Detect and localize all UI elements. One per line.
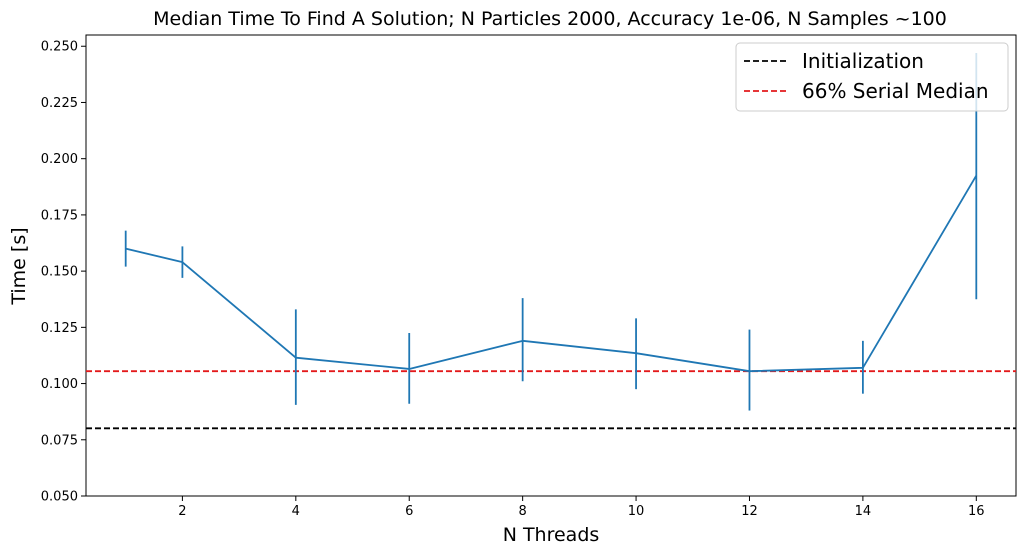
x-tick-label: 6 — [405, 504, 413, 519]
x-axis: 2 4 6 8 10 12 14 16 — [178, 496, 985, 519]
y-axis: 0.050 0.075 0.100 0.125 0.150 0.175 0.200 0.225… — [41, 40, 86, 505]
y-tick-label: 0.225 — [41, 96, 78, 111]
y-tick-label: 0.100 — [41, 377, 78, 392]
legend: Initialization 66% Serial Median — [735, 42, 1009, 112]
chart-title: Median Time To Find A Solution; N Partic… — [153, 8, 947, 30]
plot-area — [85, 34, 1017, 497]
series-line — [125, 175, 978, 373]
x-tick-label: 14 — [855, 504, 872, 519]
reference-lines — [86, 370, 1016, 430]
y-tick-label: 0.175 — [41, 208, 78, 223]
legend-label-serial-median: 66% Serial Median — [802, 79, 989, 103]
x-tick-label: 2 — [178, 504, 186, 519]
x-axis-label: N Threads — [503, 524, 600, 546]
legend-label-initialization: Initialization — [802, 49, 924, 73]
y-tick-label: 0.150 — [41, 265, 78, 280]
x-tick-label: 16 — [968, 504, 985, 519]
y-tick-label: 0.125 — [41, 321, 78, 336]
x-tick-label: 12 — [741, 504, 758, 519]
series-layer — [124, 52, 978, 411]
y-axis-label: Time [s] — [8, 227, 30, 305]
y-tick-label: 0.050 — [41, 490, 78, 505]
legend-box — [735, 42, 1009, 112]
x-tick-label: 10 — [628, 504, 645, 519]
x-tick-label: 8 — [519, 504, 527, 519]
y-tick-label: 0.250 — [41, 40, 78, 55]
y-tick-label: 0.200 — [41, 152, 78, 167]
y-tick-label: 0.075 — [41, 433, 78, 448]
x-tick-label: 4 — [292, 504, 300, 519]
